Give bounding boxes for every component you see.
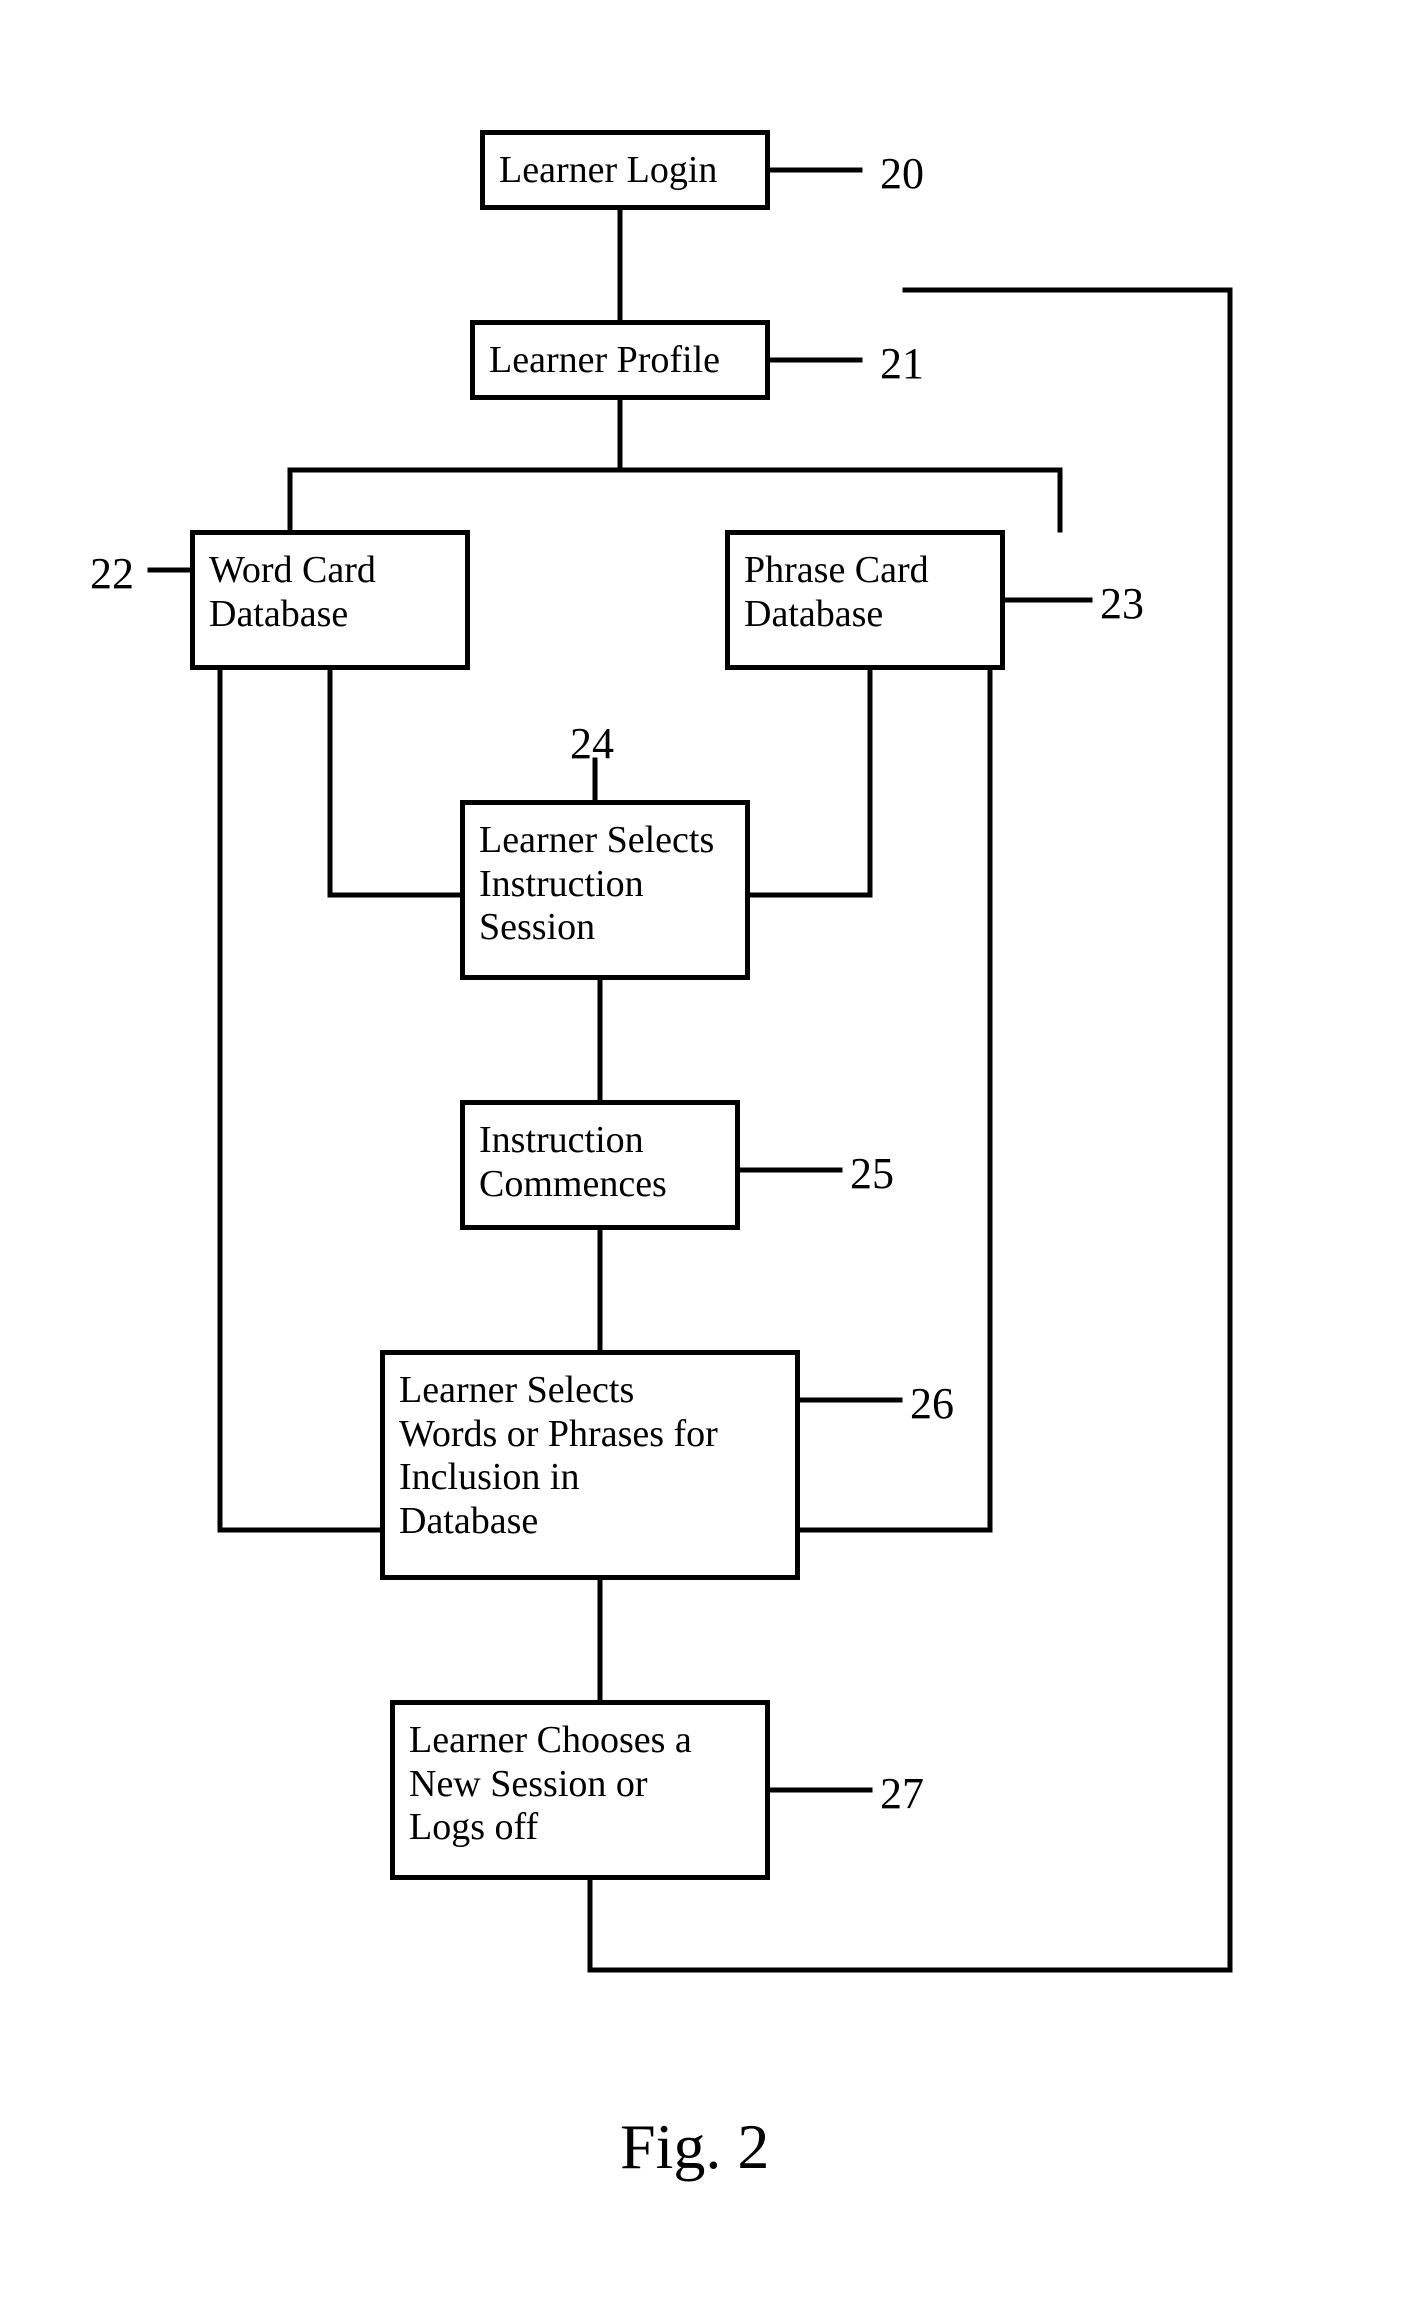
ref-label-23: 23 — [1100, 578, 1144, 629]
flow-node-n24: Learner Selects Instruction Session — [460, 800, 750, 980]
flow-node-n26: Learner Selects Words or Phrases for Inc… — [380, 1350, 800, 1580]
ref-label-24: 24 — [570, 718, 614, 769]
flow-node-n27: Learner Chooses a New Session or Logs of… — [390, 1700, 770, 1880]
ref-label-25: 25 — [850, 1148, 894, 1199]
flow-node-n20: Learner Login — [480, 130, 770, 210]
figure-caption: Fig. 2 — [620, 2110, 769, 2184]
flowchart-canvas: Learner Login Learner Profile Word Card Da… — [0, 0, 1417, 2297]
ref-label-20: 20 — [880, 148, 924, 199]
ref-label-21: 21 — [880, 338, 924, 389]
ref-label-22: 22 — [90, 548, 134, 599]
ref-label-27: 27 — [880, 1768, 924, 1819]
flow-node-n23: Phrase Card Database — [725, 530, 1005, 670]
flow-node-n22: Word Card Database — [190, 530, 470, 670]
flow-node-n25: Instruction Commences — [460, 1100, 740, 1230]
ref-label-26: 26 — [910, 1378, 954, 1429]
flow-node-n21: Learner Profile — [470, 320, 770, 400]
